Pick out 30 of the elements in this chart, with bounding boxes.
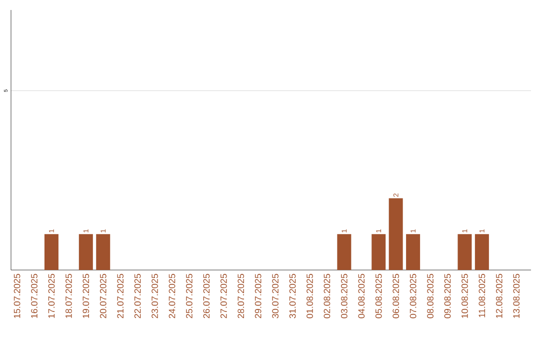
x-tick-label: 07.08.2025 — [410, 274, 416, 318]
x-tick-label: 03.08.2025 — [340, 274, 348, 318]
x-tick-label: 22.07.2025 — [134, 274, 141, 318]
x-tick-label: 29.07.2025 — [254, 274, 262, 318]
x-tick-label: 28.07.2025 — [238, 274, 244, 318]
x-tick-label: 01.08.2025 — [306, 274, 313, 318]
x-tick-label: 09.08.2025 — [444, 274, 451, 318]
x-tick-label: 19.07.2025 — [82, 274, 90, 318]
x-tick-label: 02.08.2025 — [324, 274, 330, 318]
x-tick-label: 17.07.2025 — [48, 274, 55, 318]
x-tick-label: 13.08.2025 — [513, 274, 520, 318]
x-tick-label: 05.08.2025 — [375, 274, 382, 318]
x-tick-label: 31.07.2025 — [289, 274, 296, 318]
x-tick-label: 04.08.2025 — [358, 274, 365, 318]
x-tick-label: 15.07.2025 — [14, 274, 20, 318]
x-tick-label: 20.07.2025 — [100, 274, 106, 318]
x-tick-label: 08.08.2025 — [427, 274, 434, 318]
x-tick-label: 11.08.2025 — [478, 274, 486, 318]
x-tick-label: 27.07.2025 — [220, 274, 227, 318]
x-tick-label: 18.07.2025 — [65, 274, 72, 318]
x-tick-label: 23.07.2025 — [152, 274, 158, 318]
x-tick-label: 06.08.2025 — [392, 274, 400, 318]
x-tick-label: 16.07.2025 — [31, 274, 38, 318]
x-tick-label: 26.07.2025 — [203, 274, 210, 318]
x-tick-label: 10.08.2025 — [462, 274, 468, 318]
x-tick-label: 30.07.2025 — [272, 274, 278, 318]
x-tick-label: 12.08.2025 — [496, 274, 502, 318]
x-tick-label: 24.07.2025 — [168, 274, 176, 318]
x-tick-label: 25.07.2025 — [186, 274, 192, 318]
x-tick-label: 21.07.2025 — [117, 274, 124, 318]
